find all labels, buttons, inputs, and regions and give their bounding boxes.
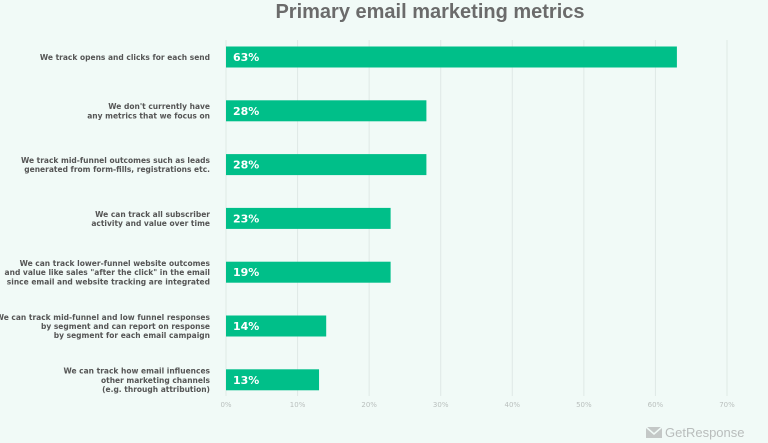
x-tick-label: 70% bbox=[719, 401, 735, 409]
envelope-icon bbox=[645, 426, 663, 438]
chart-title: Primary email marketing metrics bbox=[275, 1, 584, 23]
category-label: We can track mid-funnel and low funnel r… bbox=[0, 313, 211, 340]
data-label: 13% bbox=[233, 374, 259, 387]
data-label: 63% bbox=[233, 51, 259, 64]
category-label: We can track lower-funnel website outcom… bbox=[5, 259, 211, 286]
bar bbox=[226, 369, 320, 391]
bar bbox=[226, 261, 391, 283]
watermark-text: GetResponse bbox=[665, 425, 745, 440]
category-label: We can track all subscriber activity and … bbox=[91, 210, 210, 228]
data-label: 14% bbox=[233, 320, 259, 333]
category-label: We don't currently have any metrics that … bbox=[87, 102, 210, 120]
category-label: We can track how email influences other m… bbox=[63, 367, 210, 394]
bar bbox=[226, 207, 391, 229]
bar bbox=[226, 46, 677, 68]
data-label: 28% bbox=[233, 159, 259, 172]
x-tick-label: 60% bbox=[648, 401, 664, 409]
x-tick-label: 20% bbox=[361, 401, 377, 409]
data-label: 19% bbox=[233, 266, 259, 279]
category-label: We track opens and clicks for each send bbox=[40, 53, 210, 62]
bar bbox=[226, 154, 427, 176]
category-label: We track mid-funnel outcomes such as lea… bbox=[21, 156, 211, 174]
x-tick-label: 30% bbox=[433, 401, 449, 409]
data-label: 23% bbox=[233, 212, 259, 225]
getresponse-logo: GetResponse bbox=[645, 425, 745, 440]
x-tick-label: 40% bbox=[505, 401, 521, 409]
x-tick-label: 50% bbox=[576, 401, 592, 409]
bar bbox=[226, 100, 427, 122]
data-label: 28% bbox=[233, 105, 259, 118]
x-tick-label: 10% bbox=[290, 401, 306, 409]
bar bbox=[226, 315, 327, 337]
x-tick-label: 0% bbox=[220, 401, 231, 409]
